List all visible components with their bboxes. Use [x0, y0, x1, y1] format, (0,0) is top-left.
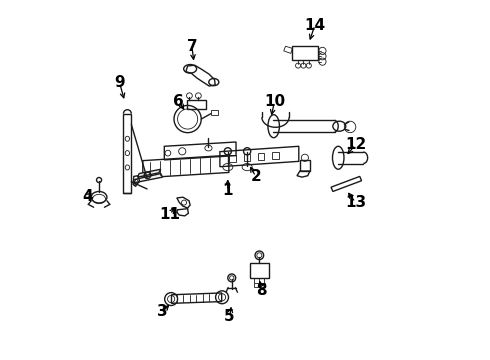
Bar: [229, 155, 236, 162]
Bar: [244, 154, 250, 161]
Text: 14: 14: [304, 18, 325, 33]
Polygon shape: [137, 169, 161, 177]
Text: 10: 10: [264, 94, 285, 109]
Bar: [272, 152, 279, 159]
Bar: [300, 160, 310, 171]
Text: 11: 11: [159, 207, 180, 221]
Bar: [258, 153, 265, 160]
Text: 6: 6: [173, 94, 184, 109]
Text: 1: 1: [222, 183, 233, 198]
Text: 5: 5: [224, 310, 235, 324]
Bar: [250, 263, 269, 278]
Text: 13: 13: [345, 195, 366, 210]
Text: 12: 12: [345, 138, 366, 152]
Bar: [123, 114, 131, 193]
Bar: [187, 100, 206, 109]
Text: 8: 8: [256, 283, 267, 298]
Polygon shape: [134, 174, 163, 183]
Text: 9: 9: [114, 75, 125, 90]
Text: 2: 2: [250, 169, 261, 184]
Text: 4: 4: [82, 189, 93, 204]
Bar: [293, 45, 318, 60]
Text: 3: 3: [157, 304, 168, 319]
Bar: [211, 110, 218, 115]
Bar: [261, 283, 265, 287]
Text: 7: 7: [187, 39, 197, 54]
Bar: [254, 283, 258, 287]
